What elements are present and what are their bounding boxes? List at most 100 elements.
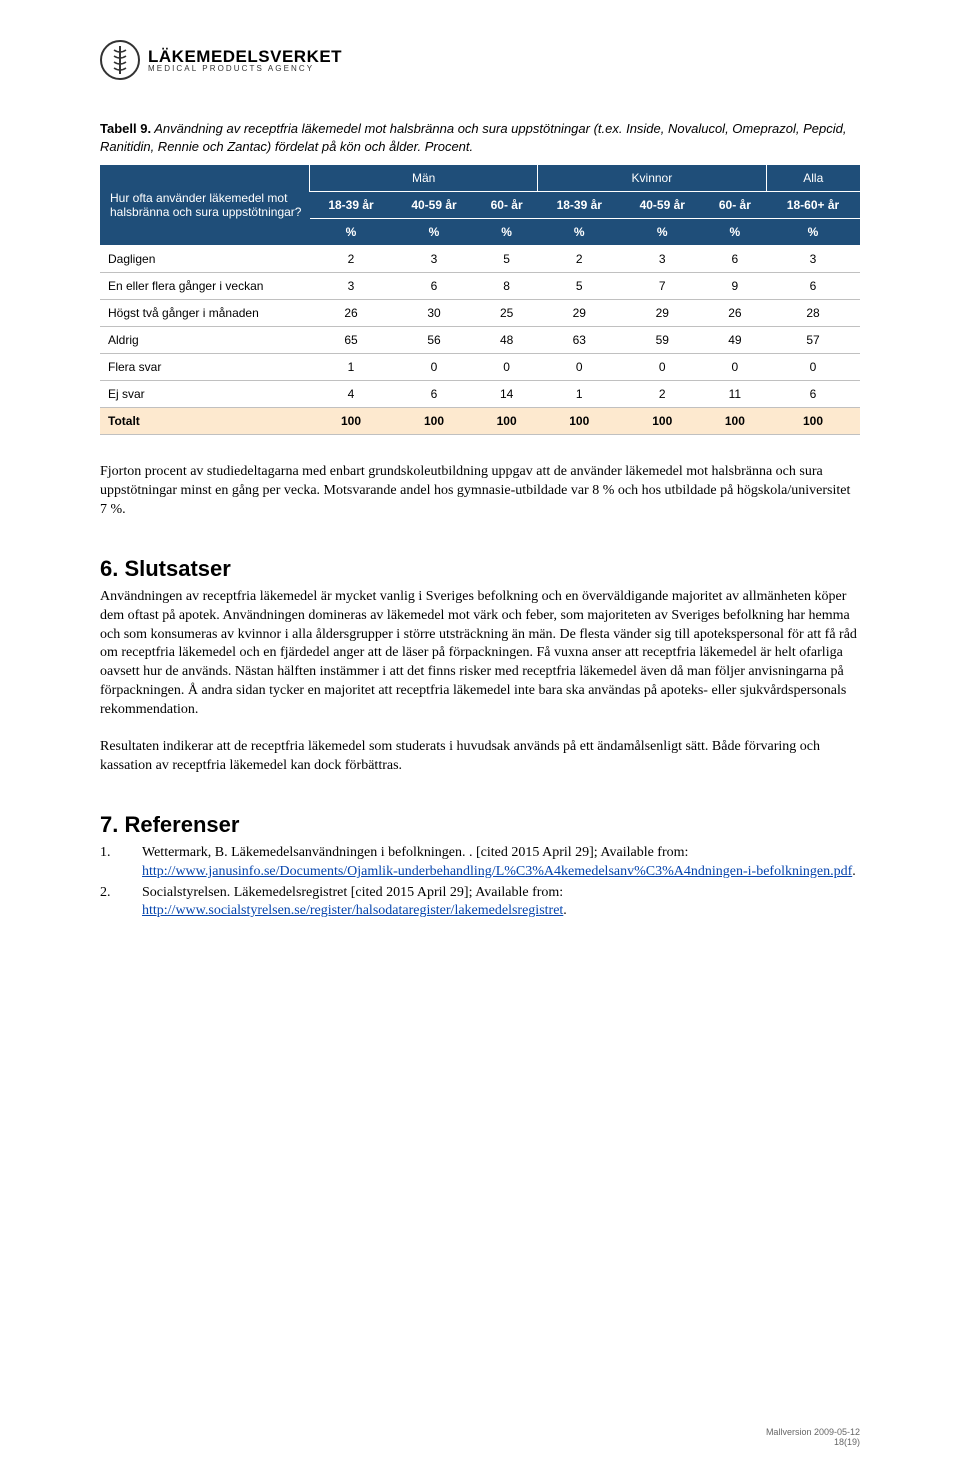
- table-row: Aldrig65564863594957: [100, 327, 860, 354]
- group-women: Kvinnor: [538, 165, 766, 192]
- section-6-p1: Användningen av receptfria läkemedel är …: [100, 588, 860, 720]
- ref-num: 1.: [100, 844, 142, 882]
- col-hdr: 40-59 år: [393, 192, 476, 219]
- col-hdr: 40-59 år: [621, 192, 704, 219]
- ref-link[interactable]: http://www.janusinfo.se/Documents/Ojamli…: [142, 864, 852, 879]
- table-row: Ej svar461412116: [100, 381, 860, 408]
- cell: 6: [766, 273, 860, 300]
- logo-brand: LÄKEMEDELSVERKET: [148, 48, 342, 65]
- caption-rest: Användning av receptfria läkemedel mot h…: [100, 121, 846, 154]
- col-hdr: 18-39 år: [538, 192, 621, 219]
- table-row: Högst två gånger i månaden26302529292628: [100, 300, 860, 327]
- table-row: En eller flera gånger i veckan3685796: [100, 273, 860, 300]
- section-6-title: 6. Slutsatser: [100, 556, 860, 582]
- cell: 4: [310, 381, 393, 408]
- section-7-title: 7. Referenser: [100, 812, 860, 838]
- reference: 2.Socialstyrelsen. Läkemedelsregistret […: [100, 884, 860, 922]
- cell: 2: [621, 381, 704, 408]
- cell: 5: [538, 273, 621, 300]
- unit: %: [538, 219, 621, 246]
- data-table: Hur ofta använder läkemedel mot halsbrän…: [100, 165, 860, 435]
- snake-staff-icon: [100, 40, 140, 80]
- cell: 0: [393, 354, 476, 381]
- stub-header: Hur ofta använder läkemedel mot halsbrän…: [100, 165, 310, 246]
- cell: 63: [538, 327, 621, 354]
- total-cell: 100: [310, 408, 393, 435]
- cell: 1: [538, 381, 621, 408]
- cell: 6: [393, 273, 476, 300]
- cell: 6: [766, 381, 860, 408]
- section-6-p2: Resultaten indikerar att de receptfria l…: [100, 738, 860, 776]
- total-cell: 100: [766, 408, 860, 435]
- footer: Mallversion 2009-05-12 18(19): [766, 1427, 860, 1447]
- cell: 0: [766, 354, 860, 381]
- footer-version: Mallversion 2009-05-12: [766, 1427, 860, 1437]
- reference: 1.Wettermark, B. Läkemedelsanvändningen …: [100, 844, 860, 882]
- cell: 8: [476, 273, 538, 300]
- cell: 2: [538, 246, 621, 273]
- total-cell: 100: [393, 408, 476, 435]
- unit: %: [393, 219, 476, 246]
- row-label: Dagligen: [100, 246, 310, 273]
- unit: %: [766, 219, 860, 246]
- cell: 2: [310, 246, 393, 273]
- cell: 3: [393, 246, 476, 273]
- total-cell: 100: [621, 408, 704, 435]
- cell: 49: [704, 327, 766, 354]
- cell: 30: [393, 300, 476, 327]
- total-cell: 100: [476, 408, 538, 435]
- logo-sub: MEDICAL PRODUCTS AGENCY: [148, 65, 342, 73]
- ref-body: Wettermark, B. Läkemedelsanvändningen i …: [142, 844, 860, 882]
- total-cell: 100: [538, 408, 621, 435]
- cell: 26: [310, 300, 393, 327]
- group-all: Alla: [766, 165, 860, 192]
- row-label: En eller flera gånger i veckan: [100, 273, 310, 300]
- unit: %: [704, 219, 766, 246]
- cell: 29: [538, 300, 621, 327]
- ref-num: 2.: [100, 884, 142, 922]
- cell: 0: [476, 354, 538, 381]
- cell: 57: [766, 327, 860, 354]
- table-caption: Tabell 9. Användning av receptfria läkem…: [100, 120, 860, 155]
- group-men: Män: [310, 165, 538, 192]
- unit: %: [476, 219, 538, 246]
- cell: 26: [704, 300, 766, 327]
- logo: LÄKEMEDELSVERKET MEDICAL PRODUCTS AGENCY: [100, 40, 860, 80]
- total-cell: 100: [704, 408, 766, 435]
- cell: 59: [621, 327, 704, 354]
- footer-page: 18(19): [766, 1437, 860, 1447]
- row-label: Flera svar: [100, 354, 310, 381]
- cell: 6: [704, 246, 766, 273]
- paragraph-1: Fjorton procent av studiedeltagarna med …: [100, 463, 860, 520]
- cell: 65: [310, 327, 393, 354]
- row-label: Högst två gånger i månaden: [100, 300, 310, 327]
- col-hdr: 18-39 år: [310, 192, 393, 219]
- ref-body: Socialstyrelsen. Läkemedelsregistret [ci…: [142, 884, 860, 922]
- col-hdr: 18-60+ år: [766, 192, 860, 219]
- cell: 25: [476, 300, 538, 327]
- row-label: Aldrig: [100, 327, 310, 354]
- table-row: Dagligen2352363: [100, 246, 860, 273]
- unit: %: [310, 219, 393, 246]
- caption-bold: Tabell 9.: [100, 121, 151, 136]
- cell: 1: [310, 354, 393, 381]
- cell: 14: [476, 381, 538, 408]
- cell: 3: [621, 246, 704, 273]
- cell: 48: [476, 327, 538, 354]
- cell: 7: [621, 273, 704, 300]
- unit: %: [621, 219, 704, 246]
- cell: 6: [393, 381, 476, 408]
- cell: 29: [621, 300, 704, 327]
- row-label: Ej svar: [100, 381, 310, 408]
- total-label: Totalt: [100, 408, 310, 435]
- cell: 56: [393, 327, 476, 354]
- cell: 5: [476, 246, 538, 273]
- cell: 0: [538, 354, 621, 381]
- table-row: Flera svar1000000: [100, 354, 860, 381]
- ref-link[interactable]: http://www.socialstyrelsen.se/register/h…: [142, 903, 563, 918]
- cell: 11: [704, 381, 766, 408]
- cell: 9: [704, 273, 766, 300]
- col-hdr: 60- år: [704, 192, 766, 219]
- cell: 3: [310, 273, 393, 300]
- cell: 28: [766, 300, 860, 327]
